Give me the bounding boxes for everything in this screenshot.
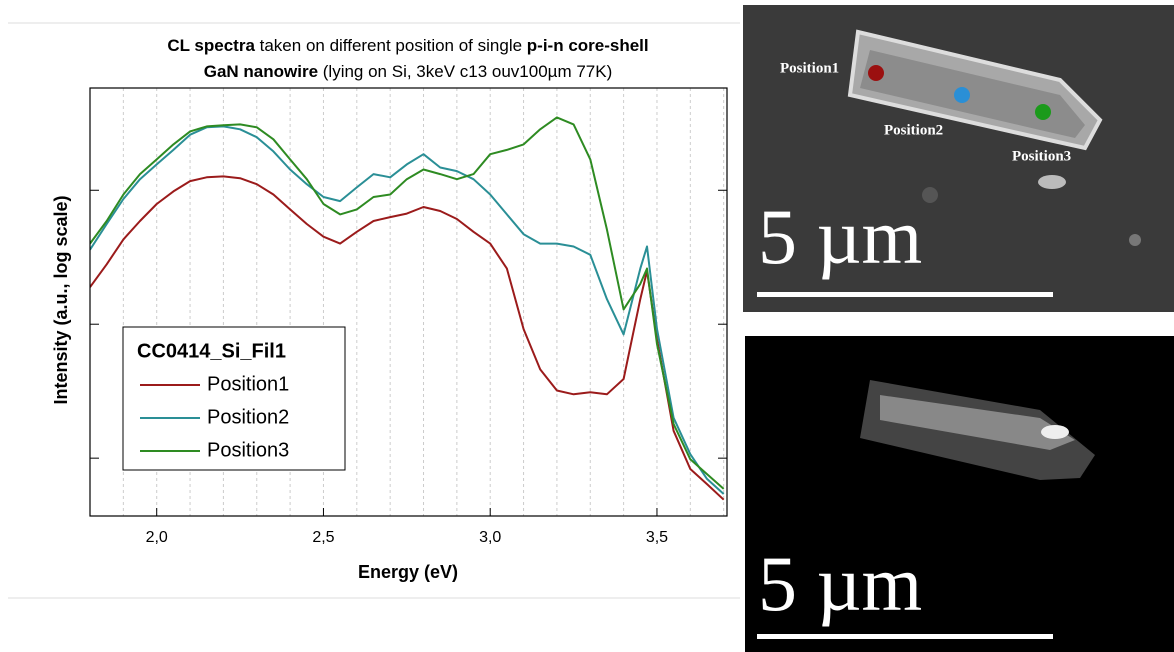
title-part: (lying on Si, 3keV c13 ouv100µm 77K) — [318, 62, 612, 81]
title-part: taken on different position of single — [255, 36, 527, 55]
title-part: CL spectra — [167, 36, 255, 55]
legend-label: Position2 — [207, 406, 289, 428]
scale-bar — [757, 292, 1053, 297]
sem-image: Position1 Position2 Position3 5 µm — [743, 5, 1174, 312]
position-label: Position1 — [780, 60, 839, 76]
cl-image: 5 µm — [745, 336, 1174, 652]
x-tick-label: 2,5 — [312, 529, 334, 546]
x-tick-label: 3,5 — [646, 529, 668, 546]
scale-bar-label: 5 µm — [758, 540, 922, 627]
scale-bar — [757, 634, 1053, 639]
legend-label: Position3 — [207, 439, 289, 461]
position-label: Position3 — [1012, 148, 1071, 164]
legend-label: Position1 — [207, 373, 289, 395]
plot-frame — [89, 87, 728, 517]
series-line — [90, 125, 725, 495]
x-tick-label: 3,0 — [479, 529, 501, 546]
legend-box — [122, 326, 346, 471]
title-part: p-i-n core-shell — [527, 36, 649, 55]
series-line — [90, 175, 725, 501]
x-axis-label: Energy (eV) — [358, 562, 458, 582]
chart-title: CL spectra taken on different position o… — [167, 36, 648, 55]
series-line — [90, 116, 725, 490]
y-axis-label: Intensity (a.u., log scale) — [51, 195, 71, 404]
chart-title: GaN nanowire (lying on Si, 3keV c13 ouv1… — [204, 62, 613, 81]
scale-bar-label: 5 µm — [758, 193, 922, 280]
position-label: Position2 — [884, 122, 943, 138]
legend-title: CC0414_Si_Fil1 — [137, 340, 286, 362]
title-part: GaN nanowire — [204, 62, 318, 81]
x-tick-label: 2,0 — [146, 529, 168, 546]
